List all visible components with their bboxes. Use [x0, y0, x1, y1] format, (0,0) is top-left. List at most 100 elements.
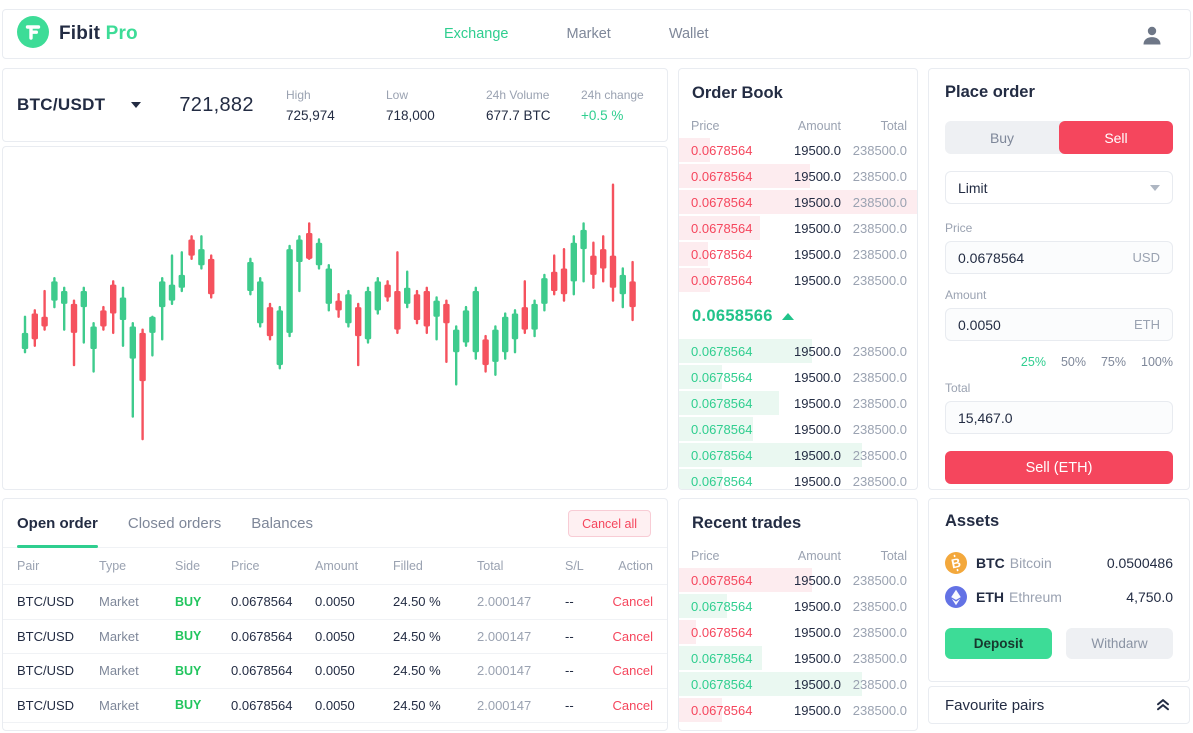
depth-bar	[679, 365, 722, 389]
ask-row[interactable]: 0.0678564 19500.0 238500.0	[679, 267, 917, 293]
percent-25[interactable]: 25%	[1020, 355, 1046, 369]
order-book-title: Order Book	[692, 84, 783, 102]
price-cell: 0.0678564	[691, 246, 753, 262]
depth-bar	[679, 138, 710, 162]
brand-name: Fibit Pro	[59, 23, 138, 44]
cancel-all-button[interactable]: Cancel all	[568, 510, 651, 537]
depth-bar	[679, 391, 779, 415]
tab-open-order[interactable]: Open order	[17, 499, 98, 548]
depth-bar	[679, 594, 727, 618]
cancel-order-button[interactable]: Cancel	[612, 697, 653, 713]
total-cell: 238500.0	[852, 650, 907, 666]
bid-row[interactable]: 0.0678564 19500.0 238500.0	[679, 442, 917, 468]
ask-row[interactable]: 0.0678564 19500.0 238500.0	[679, 137, 917, 163]
cancel-order-button[interactable]: Cancel	[612, 594, 653, 610]
total-cell: 238500.0	[852, 168, 907, 184]
price-cell: 0.0678564	[691, 650, 753, 666]
price-cell: 0.0678564	[691, 421, 753, 437]
ask-row[interactable]: 0.0678564 19500.0 238500.0	[679, 163, 917, 189]
percent-50[interactable]: 50%	[1060, 355, 1086, 369]
brand[interactable]: Fibit Pro	[3, 15, 138, 53]
bid-row[interactable]: 0.0678564 19500.0 238500.0	[679, 416, 917, 442]
order-price: 0.0678564	[231, 628, 293, 644]
price-chart	[2, 146, 668, 490]
user-account-icon[interactable]	[1140, 23, 1164, 47]
percent-75[interactable]: 75%	[1100, 355, 1127, 369]
mid-price-row: 0.0658566	[679, 293, 917, 338]
price-cell: 0.0678564	[691, 447, 753, 463]
price-cell: 0.0678564	[691, 142, 753, 158]
ask-row[interactable]: 0.0678564 19500.0 238500.0	[679, 189, 917, 215]
nav-link-exchange[interactable]: Exchange	[444, 26, 509, 42]
assets-panel: Assets B BTC Bitcoin 0.0500486 ETH Ethreum 4,7…	[928, 498, 1190, 682]
stat-label: 24h change	[581, 87, 644, 102]
tab-balances[interactable]: Balances	[251, 514, 313, 532]
price-up-arrow-icon	[781, 313, 794, 320]
ask-row[interactable]: 0.0678564 19500.0 238500.0	[679, 215, 917, 241]
nav-link-wallet[interactable]: Wallet	[668, 26, 709, 42]
top-nav: Fibit Pro Exchange Market Wallet	[2, 9, 1191, 59]
nav-links: Exchange Market Wallet	[444, 10, 709, 58]
asset-row-eth: ETH Ethreum 4,750.0	[945, 580, 1173, 614]
sell-tab[interactable]: Sell	[1059, 121, 1173, 154]
trade-row-sell: 0.0678564 19500.0 238500.0	[679, 619, 917, 645]
amount-label: Amount	[945, 288, 987, 302]
orders-col-side: Side	[175, 559, 201, 573]
btc-coin-icon: B	[945, 552, 967, 574]
amount-input[interactable]: 0.0050 ETH	[945, 308, 1173, 341]
total-cell: 238500.0	[852, 142, 907, 158]
cancel-order-button[interactable]: Cancel	[612, 663, 653, 679]
order-type-value: Limit	[958, 179, 988, 196]
bid-row[interactable]: 0.0678564 19500.0 238500.0	[679, 468, 917, 489]
asset-name: Bitcoin	[1009, 555, 1052, 571]
stat-value: 725,974	[286, 107, 335, 123]
price-cell: 0.0678564	[691, 624, 753, 640]
nav-link-market[interactable]: Market	[566, 26, 611, 42]
order-side: BUY	[175, 663, 202, 678]
bid-row[interactable]: 0.0678564 19500.0 238500.0	[679, 390, 917, 416]
order-type-select[interactable]: Limit	[945, 171, 1173, 204]
price-cell: 0.0678564	[691, 220, 753, 236]
order-filled: 24.50 %	[393, 663, 441, 679]
total-input[interactable]: 15,467.0	[945, 401, 1173, 434]
withdraw-button[interactable]: Withdarw	[1066, 628, 1173, 659]
total-cell: 238500.0	[852, 676, 907, 692]
total-cell: 238500.0	[852, 421, 907, 437]
price-cell: 0.0678564	[691, 395, 753, 411]
assets-actions: Deposit Withdarw	[945, 628, 1173, 659]
bid-row[interactable]: 0.0678564 19500.0 238500.0	[679, 364, 917, 390]
order-book-bids: 0.0678564 19500.0 238500.0 0.0678564 19500.0…	[679, 338, 917, 489]
sell-submit-button[interactable]: Sell (ETH)	[945, 451, 1173, 484]
amount-cell: 19500.0	[794, 598, 841, 614]
tab-closed-orders[interactable]: Closed orders	[127, 514, 222, 532]
amount-percent-options: 25% 50% 75% 100%	[945, 355, 1173, 369]
depth-bar	[679, 443, 863, 467]
recent-trades-col-price: Price	[691, 549, 720, 563]
asset-symbol: BTC	[976, 555, 1005, 571]
deposit-button[interactable]: Deposit	[945, 628, 1052, 659]
cancel-order-button[interactable]: Cancel	[612, 628, 653, 644]
percent-100[interactable]: 100%	[1141, 355, 1173, 369]
depth-bar	[679, 339, 813, 363]
depth-bar	[679, 620, 696, 644]
ask-row[interactable]: 0.0678564 19500.0 238500.0	[679, 241, 917, 267]
orders-col-action: Action	[618, 559, 653, 573]
collapse-chevrons-up-icon[interactable]	[1153, 693, 1173, 718]
pair-selector[interactable]: BTC/USDT	[3, 95, 142, 115]
favourite-pairs-header[interactable]: Favourite pairs	[928, 686, 1190, 724]
price-input[interactable]: 0.0678564 USD	[945, 241, 1173, 274]
order-type: Market	[99, 628, 139, 644]
assets-rows: B BTC Bitcoin 0.0500486 ETH Ethreum 4,750.0	[945, 546, 1173, 614]
amount-cell: 19500.0	[794, 395, 841, 411]
total-input-value: 15,467.0	[958, 409, 1013, 426]
asset-balance: 0.0500486	[1106, 555, 1173, 571]
buy-tab[interactable]: Buy	[989, 129, 1015, 146]
bid-row[interactable]: 0.0678564 19500.0 238500.0	[679, 338, 917, 364]
total-cell: 238500.0	[852, 572, 907, 588]
recent-trades-columns: Price Amount Total	[679, 545, 917, 567]
place-order-panel: Place order Buy Sell Limit Price 0.067856…	[928, 68, 1190, 490]
total-cell: 238500.0	[852, 395, 907, 411]
price-unit: USD	[1132, 250, 1160, 265]
price-cell: 0.0678564	[691, 572, 753, 588]
order-book-col-total: Total	[880, 119, 907, 133]
